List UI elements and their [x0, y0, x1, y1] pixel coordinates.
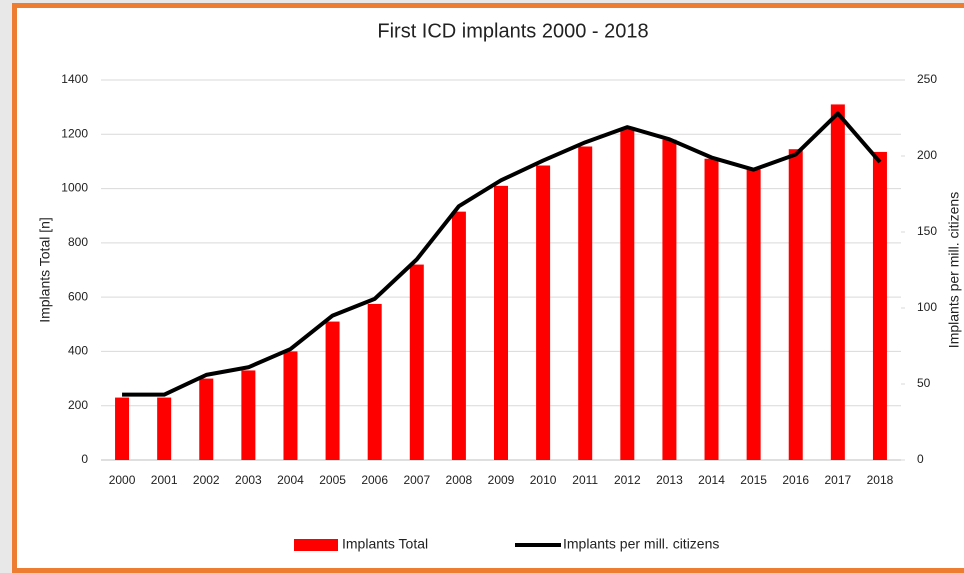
bar: [746, 169, 761, 461]
bar: [409, 264, 424, 460]
bar: [578, 146, 593, 460]
legend-label: Implants per mill. citizens: [563, 536, 719, 552]
bar: [536, 165, 551, 460]
x-tick-label: 2002: [193, 473, 220, 487]
y2-tick-label: 0: [917, 452, 924, 466]
line: [122, 111, 882, 397]
legend-swatch: [294, 539, 338, 551]
x-tick-label: 2010: [530, 473, 557, 487]
x-tick-label: 2007: [403, 473, 430, 487]
y2-tick-label: 200: [917, 148, 937, 162]
bar: [872, 151, 887, 460]
y2-tick-label: 150: [917, 224, 937, 238]
x-tick-label: 2017: [824, 473, 851, 487]
bar: [325, 321, 340, 460]
bar: [494, 185, 508, 460]
y-tick-label: 1400: [61, 72, 88, 86]
x-tick-label: 2011: [572, 473, 598, 487]
legend-label: Implants Total: [342, 536, 428, 552]
bar: [788, 149, 803, 460]
x-tick-label: 2006: [361, 473, 388, 487]
x-tick-label: 2003: [235, 473, 262, 487]
bar: [157, 397, 172, 460]
bar: [115, 397, 130, 460]
bar: [241, 370, 256, 460]
x-tick-label: 2000: [109, 473, 136, 487]
x-tick-label: 2018: [867, 473, 894, 487]
bar: [199, 378, 214, 460]
y-tick-label: 0: [81, 452, 88, 466]
x-tick-label: 2013: [656, 473, 683, 487]
frame: [12, 3, 964, 573]
y-tick-label: 200: [68, 398, 88, 412]
y-tick-label: 1200: [61, 126, 88, 140]
x-tick-label: 2004: [277, 473, 304, 487]
y-tick-label: 600: [68, 289, 88, 303]
bar: [367, 303, 382, 460]
x-tick-label: 2009: [488, 473, 515, 487]
x-tick-label: 2016: [782, 473, 809, 487]
x-tick-label: 2005: [319, 473, 346, 487]
bar: [451, 211, 466, 460]
x-tick-label: 2008: [446, 473, 473, 487]
y-tick-label: 400: [68, 344, 88, 358]
x-tick-label: 2014: [698, 473, 725, 487]
bar: [830, 104, 845, 460]
x-tick-label: 2015: [740, 473, 767, 487]
y2-axis-title: Implants per mill. citizens: [946, 192, 962, 348]
bar: [662, 139, 677, 460]
y-tick-label: 1000: [61, 181, 88, 195]
y2-tick-label: 250: [917, 72, 937, 86]
x-tick-label: 2012: [614, 473, 641, 487]
bar: [620, 128, 635, 460]
y2-tick-label: 50: [917, 376, 931, 390]
x-tick-label: 2001: [151, 473, 178, 487]
bar: [283, 351, 298, 460]
y-tick-label: 800: [68, 235, 88, 249]
chart-title: First ICD implants 2000 - 2018: [377, 20, 648, 42]
y2-tick-label: 100: [917, 300, 937, 314]
bar: [704, 158, 719, 460]
y-axis-title: Implants Total [n]: [37, 217, 53, 323]
